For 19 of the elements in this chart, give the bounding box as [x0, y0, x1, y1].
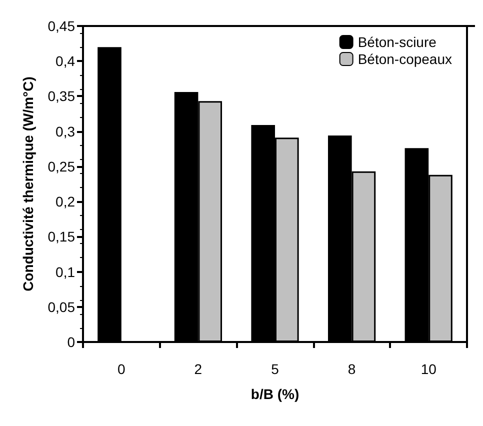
y-tick-label: 0,3	[56, 123, 76, 140]
y-tick-label: 0,2	[56, 194, 76, 210]
y-tick-label: 0,05	[48, 298, 76, 315]
legend-label: Béton-sciure	[358, 34, 437, 50]
x-tick-label: 2	[194, 361, 202, 377]
y-tick-label: 0,15	[48, 228, 76, 245]
y-tick-label: 0,25	[48, 158, 76, 174]
y-tick-label: 0,35	[48, 88, 76, 104]
x-axis-title: b/B (%)	[250, 386, 300, 402]
x-tick-label: 0	[118, 361, 126, 377]
x-tick-label: 5	[271, 361, 280, 377]
x-tick-label: 8	[348, 361, 356, 377]
y-tick-label: 0,45	[48, 18, 76, 34]
legend-label: Béton-copeaux	[358, 51, 452, 67]
x-tick-label: 10	[420, 361, 437, 377]
y-tick-label: 0,4	[56, 53, 76, 70]
y-axis-title: Conductivité thermique (W/m°C)	[20, 76, 36, 292]
y-tick-label: 0,1	[56, 264, 76, 280]
y-tick-label: 0	[67, 334, 76, 350]
